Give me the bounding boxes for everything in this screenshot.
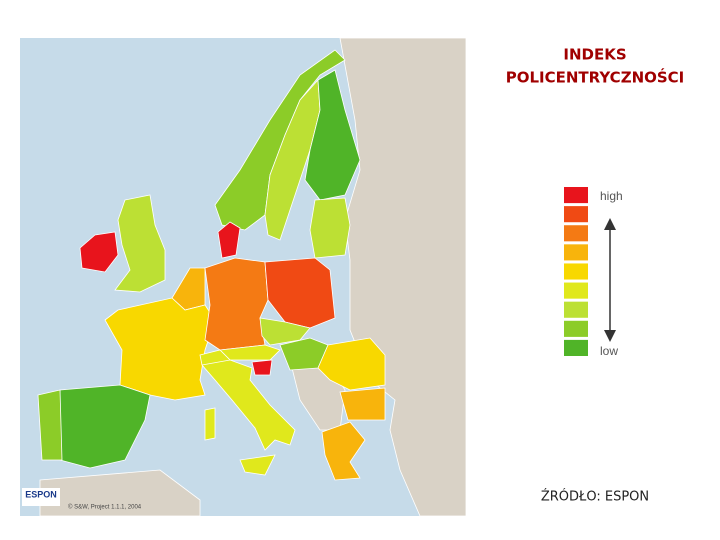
slovenia: [251, 359, 273, 376]
sardinia: [204, 407, 216, 441]
legend-swatch: [564, 301, 588, 318]
united-kingdom: [114, 194, 166, 293]
legend-low: low: [600, 344, 618, 358]
legend-swatch: [564, 263, 588, 280]
bulgaria: [339, 387, 386, 421]
arrow-head: [604, 218, 616, 230]
source: ŹRÓDŁO: ESPON: [541, 489, 649, 505]
map-credit: © S&W, Project 1.1.1, 2004: [68, 504, 142, 511]
legend-high: high: [600, 189, 623, 203]
baltics: [309, 197, 351, 259]
ireland: [79, 231, 119, 273]
romania: [317, 337, 386, 391]
germany: [204, 257, 269, 351]
portugal: [37, 389, 63, 461]
title-line: POLICENTRYCZNOŚCI: [506, 68, 685, 87]
denmark: [217, 221, 241, 259]
legend-swatch: [564, 244, 588, 261]
logo: ESPON: [25, 489, 57, 499]
legend-swatch: [564, 320, 588, 337]
title-line: INDEKS: [563, 46, 626, 64]
logo-box: [22, 488, 60, 506]
legend-swatch: [564, 282, 588, 299]
spain: [59, 384, 151, 469]
legend: high low: [564, 187, 623, 358]
italy: [201, 359, 296, 451]
greece: [321, 421, 366, 481]
france: [104, 297, 216, 401]
finland: [304, 69, 361, 201]
arrow-head: [604, 330, 616, 342]
norway: [214, 49, 346, 231]
map: ESPON © S&W, Project 1.1.1, 2004: [20, 37, 467, 517]
legend-swatch: [564, 225, 588, 242]
sicily: [239, 454, 276, 476]
legend-swatch: [564, 187, 588, 204]
legend-swatch: [564, 206, 588, 223]
north-africa: [39, 469, 201, 517]
legend-swatch: [564, 339, 588, 356]
poland: [264, 257, 336, 329]
